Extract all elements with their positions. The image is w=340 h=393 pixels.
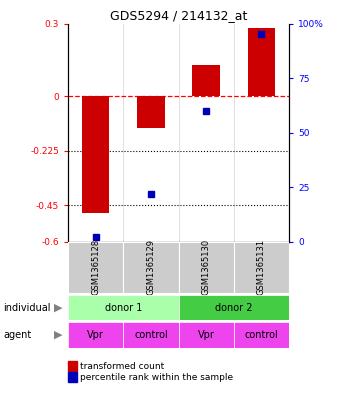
Bar [248, 28, 275, 96]
Text: GSM1365131: GSM1365131 [257, 239, 266, 295]
Text: control: control [244, 330, 278, 340]
Text: GSM1365129: GSM1365129 [147, 239, 155, 295]
Text: GSM1365128: GSM1365128 [91, 239, 100, 295]
Text: GSM1365130: GSM1365130 [202, 239, 210, 295]
Text: transformed count: transformed count [80, 362, 164, 371]
Bar [234, 242, 289, 293]
Text: individual: individual [3, 303, 51, 312]
Text: donor 1: donor 1 [105, 303, 142, 312]
Bar [192, 65, 220, 96]
Text: Vpr: Vpr [198, 330, 215, 340]
Bar [137, 96, 165, 128]
Text: ▶: ▶ [54, 303, 62, 312]
Text: percentile rank within the sample: percentile rank within the sample [80, 373, 233, 382]
Bar [123, 322, 178, 348]
Bar [234, 322, 289, 348]
Title: GDS5294 / 214132_at: GDS5294 / 214132_at [110, 9, 247, 22]
Bar [123, 242, 178, 293]
Bar [178, 295, 289, 320]
Text: ▶: ▶ [54, 330, 62, 340]
Bar [178, 322, 234, 348]
Bar [68, 242, 123, 293]
Text: agent: agent [3, 330, 32, 340]
Text: control: control [134, 330, 168, 340]
Bar [178, 242, 234, 293]
Bar [82, 96, 109, 213]
Text: donor 2: donor 2 [215, 303, 253, 312]
Bar [68, 322, 123, 348]
Bar [68, 295, 178, 320]
Text: Vpr: Vpr [87, 330, 104, 340]
